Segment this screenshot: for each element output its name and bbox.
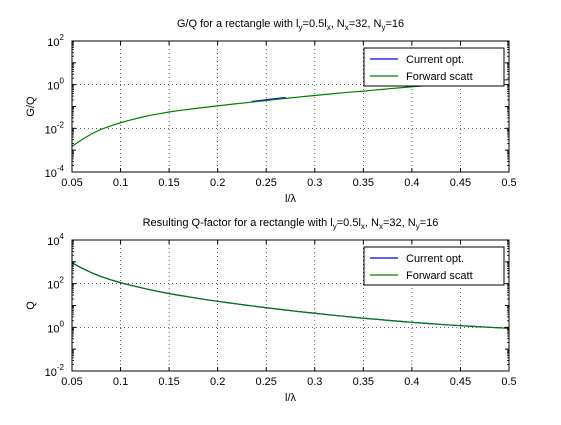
legend-entry-2: Forward scatt (406, 71, 473, 83)
x-tick-label: 0.4 (404, 376, 419, 388)
x-tick-label: 0.35 (353, 376, 374, 388)
x-tick-label: 0.05 (61, 376, 82, 388)
x-tick-label: 0.15 (158, 376, 179, 388)
axes-2: 0.05 0.1 0.15 0.2 0.25 0.3 0.35 0.4 0.45 0.5 10-2 1… (25, 217, 517, 404)
y-tick-label: 104 (47, 232, 64, 248)
x-tick-label: 0.05 (61, 177, 82, 189)
x-tick-label: 0.1 (113, 376, 128, 388)
legend: Current opt. Forward scatt (363, 47, 505, 87)
x-axis-label: l/λ (285, 193, 297, 205)
x-tick-label: 0.3 (307, 177, 322, 189)
x-axis-label: l/λ (285, 392, 297, 404)
legend-entry-2: Forward scatt (406, 270, 473, 282)
x-tick-label: 0.3 (307, 376, 322, 388)
x-tick-label: 0.35 (353, 177, 374, 189)
y-axis-label: Q (25, 301, 37, 310)
y-tick-label: 10-2 (45, 363, 65, 379)
y-tick-label: 102 (47, 276, 64, 292)
legend-box (363, 47, 505, 87)
legend-entry-1: Current opt. (406, 54, 464, 66)
legend: Current opt. Forward scatt (363, 246, 505, 286)
x-tick-label: 0.4 (404, 177, 419, 189)
y-tick-label: 100 (47, 319, 64, 335)
x-tick-label: 0.15 (158, 177, 179, 189)
y-tick-label: 102 (47, 33, 64, 49)
x-tick-label: 0.45 (450, 177, 471, 189)
legend-box (363, 246, 505, 286)
y-tick-label: 100 (47, 77, 64, 93)
axes-1: 0.05 0.1 0.15 0.2 0.25 0.3 0.35 0.4 0.45 0.5 10-4 1… (25, 18, 517, 205)
y-tick-label: 10-2 (45, 120, 65, 136)
chart-title: G/Q for a rectangle with ly=0.5lx, Nx=32… (177, 18, 404, 32)
chart-title: Resulting Q-factor for a rectangle with … (143, 217, 439, 231)
x-tick-label: 0.1 (113, 177, 128, 189)
x-tick-label: 0.2 (210, 177, 225, 189)
x-tick-label: 0.5 (501, 376, 516, 388)
series-line-2 (71, 262, 510, 329)
legend-entry-1: Current opt. (406, 253, 464, 265)
x-tick-label: 0.25 (256, 376, 277, 388)
x-tick-label: 0.2 (210, 376, 225, 388)
y-axis-label: G/Q (25, 96, 37, 117)
series-line-1 (251, 96, 286, 103)
x-tick-label: 0.5 (501, 177, 516, 189)
x-tick-label: 0.45 (450, 376, 471, 388)
y-tick-label: 10-4 (45, 164, 65, 180)
x-tick-label: 0.25 (256, 177, 277, 189)
